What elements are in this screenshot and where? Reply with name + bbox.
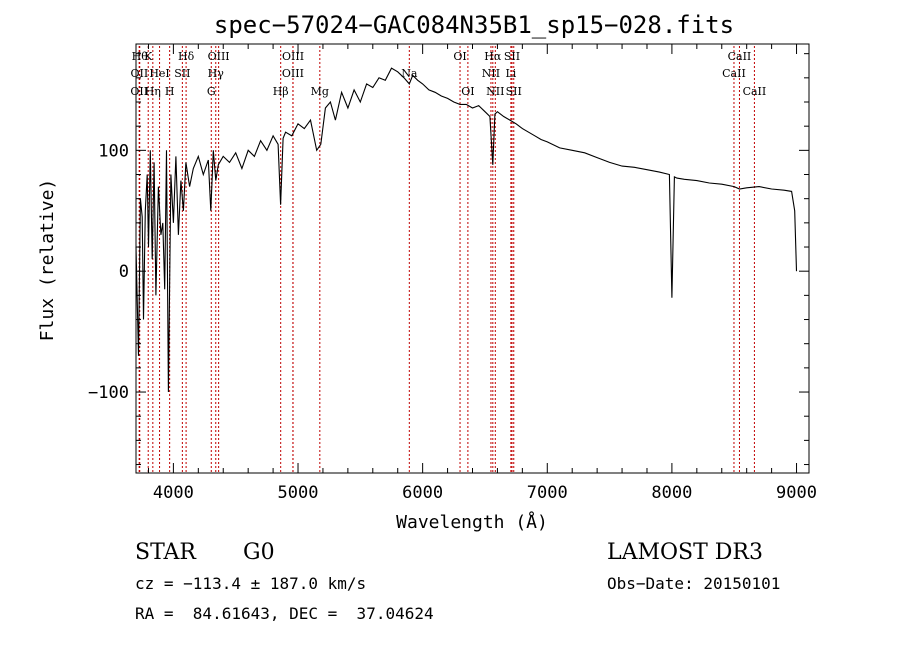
x-tick-label-3: 7000	[527, 483, 568, 503]
y-tick-label-0: −100	[88, 383, 129, 403]
line-label-7: SII	[504, 50, 520, 63]
line-label-19: Hη	[145, 85, 161, 98]
emission-line-markers	[138, 46, 755, 473]
line-label-17: CaII	[722, 67, 746, 80]
survey-name: LAMOST DR3	[607, 540, 763, 565]
chart-title: spec−57024−GAC084N35B1_sp15−028.fits	[214, 11, 734, 39]
line-label-9: OII	[131, 67, 149, 80]
y-tick-label-2: 100	[98, 141, 129, 161]
x-tick-label-5: 9000	[776, 483, 817, 503]
line-label-15: NII	[482, 67, 500, 80]
line-label-25: NII	[486, 85, 504, 98]
line-label-13: OIII	[282, 67, 304, 80]
x-tick-label-1: 5000	[278, 483, 319, 503]
line-label-24: OI	[461, 85, 474, 98]
line-label-4: OIII	[282, 50, 304, 63]
spectrum-line	[135, 67, 798, 393]
line-label-18: OII	[130, 85, 148, 98]
y-tick-label-1: 0	[119, 262, 129, 282]
x-tick-label-2: 6000	[402, 483, 443, 503]
object-class: STAR	[135, 540, 196, 565]
line-label-23: Mg	[311, 85, 329, 98]
line-label-22: Hβ	[273, 85, 289, 98]
line-label-3: OIII	[208, 50, 230, 63]
axis-ticks: 4000 5000 6000 7000 8000 9000 −100 0 100	[88, 44, 817, 503]
redshift-line: cz = −113.4 ± 187.0 km/s	[135, 574, 367, 593]
line-label-6: Hα	[484, 50, 502, 63]
line-label-20: H	[165, 85, 175, 98]
line-label-27: CaII	[743, 85, 767, 98]
coordinates-line: RA = 84.61643, DEC = 37.04624	[135, 604, 434, 623]
line-label-12: Hγ	[208, 67, 225, 80]
line-label-10: HeI	[149, 67, 169, 80]
line-label-16: Li	[505, 67, 516, 80]
line-label-5: OI	[453, 50, 466, 63]
line-label-2: Hδ	[178, 50, 195, 63]
line-label-1: K	[144, 50, 153, 63]
line-label-21: G	[207, 85, 216, 98]
x-axis-label: Wavelength (Å)	[396, 511, 548, 533]
line-label-11: SII	[174, 67, 190, 80]
x-tick-label-0: 4000	[153, 483, 194, 503]
line-label-26: SII	[506, 85, 522, 98]
observation-date: Obs−Date: 20150101	[607, 574, 781, 593]
y-axis-label: Flux (relative)	[37, 179, 58, 342]
x-tick-label-4: 8000	[651, 483, 692, 503]
line-label-8: CaII	[728, 50, 752, 63]
object-subclass: G0	[243, 540, 275, 565]
